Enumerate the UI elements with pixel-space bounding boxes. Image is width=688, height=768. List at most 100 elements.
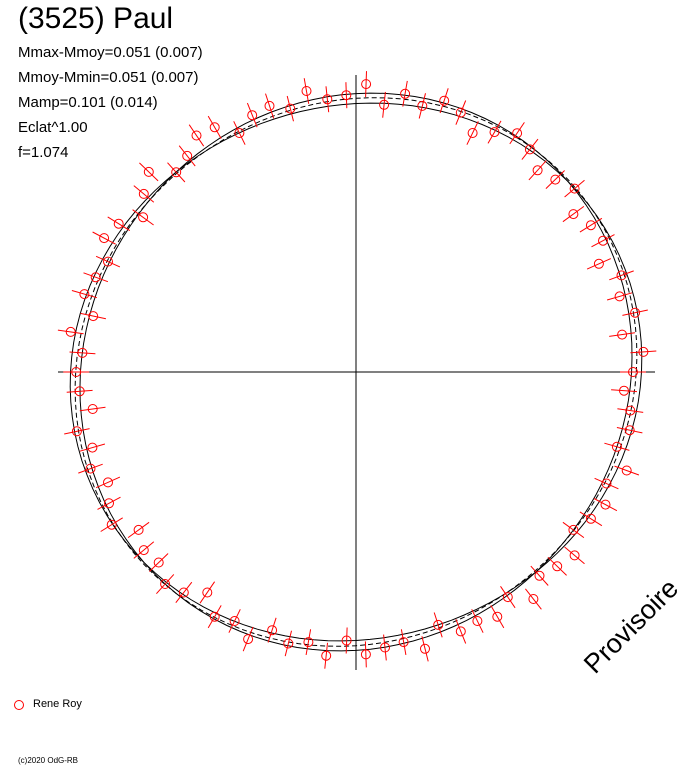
data-point	[593, 498, 618, 512]
data-point	[604, 441, 630, 452]
data-point	[167, 162, 186, 183]
error-bar	[439, 88, 449, 114]
data-point	[79, 404, 106, 414]
data-point	[233, 121, 246, 145]
chart-title: (3525) Paul	[18, 2, 174, 35]
point-marker	[616, 270, 627, 281]
data-point	[591, 234, 615, 248]
error-bar	[616, 427, 643, 434]
data-point	[57, 326, 84, 337]
data-point	[361, 71, 372, 98]
point-marker	[433, 619, 444, 630]
error-bar	[284, 630, 292, 657]
data-point	[100, 517, 123, 532]
error-bar	[57, 329, 84, 335]
error-bar	[591, 234, 615, 248]
point-marker	[113, 218, 124, 229]
data-point	[228, 609, 241, 633]
error-bar	[593, 498, 618, 512]
error-bar	[127, 521, 150, 539]
data-point	[545, 170, 565, 189]
error-bar	[95, 476, 121, 489]
point-marker	[79, 289, 90, 300]
data-point	[586, 258, 612, 270]
data-point	[188, 124, 205, 147]
data-point	[594, 477, 619, 490]
error-bar	[139, 162, 159, 182]
data-point	[79, 442, 106, 453]
error-bar	[521, 138, 539, 160]
point-marker	[455, 626, 466, 637]
data-point	[620, 367, 646, 377]
point-marker	[492, 611, 503, 622]
data-point	[207, 115, 222, 139]
error-bar	[133, 185, 155, 203]
error-bar	[382, 91, 386, 118]
point-marker	[624, 425, 635, 436]
error-bar	[466, 121, 479, 145]
error-bar	[107, 216, 131, 232]
error-bar	[156, 574, 175, 595]
point-marker	[439, 95, 450, 106]
error-bar	[617, 408, 644, 413]
data-point	[630, 346, 657, 357]
data-point	[156, 574, 175, 595]
point-marker	[472, 616, 483, 626]
point-marker	[600, 499, 611, 510]
data-point	[547, 556, 567, 576]
point-marker	[71, 426, 82, 437]
error-bar	[586, 258, 612, 270]
error-bar	[579, 511, 603, 527]
point-marker	[182, 150, 193, 161]
error-bar	[528, 160, 547, 181]
point-marker	[104, 498, 114, 509]
data-point	[64, 426, 90, 437]
point-marker	[630, 307, 641, 318]
error-bar	[83, 272, 109, 283]
error-bar	[199, 581, 216, 604]
error-bar	[579, 217, 603, 233]
error-bar	[267, 617, 277, 643]
point-marker	[267, 625, 278, 636]
point-marker	[619, 385, 629, 396]
error-bar	[609, 270, 634, 281]
data-point	[487, 120, 502, 144]
point-marker	[202, 587, 213, 598]
error-bar	[455, 619, 467, 644]
data-point	[439, 88, 450, 114]
data-point	[564, 546, 585, 565]
copyright-notice: (c)2020 OdG-RB	[18, 756, 79, 765]
point-marker	[87, 404, 98, 414]
point-marker	[379, 99, 390, 110]
data-point	[379, 91, 390, 118]
data-point	[246, 102, 258, 128]
error-bar	[614, 465, 640, 476]
point-marker	[65, 326, 76, 337]
point-marker	[229, 616, 240, 626]
error-bar	[383, 634, 387, 661]
data-point	[360, 641, 371, 668]
point-marker	[138, 188, 149, 199]
point-marker	[568, 524, 579, 535]
error-bar	[303, 78, 310, 104]
point-marker	[552, 561, 563, 572]
error-bar	[188, 124, 205, 147]
error-bar	[95, 255, 121, 268]
point-marker	[322, 94, 333, 105]
error-bar	[175, 581, 193, 604]
point-marker	[74, 386, 85, 397]
point-marker	[361, 79, 372, 90]
point-marker	[103, 256, 113, 267]
point-marker	[569, 550, 580, 561]
error-bar	[487, 120, 502, 144]
point-marker	[400, 88, 411, 99]
error-bar	[547, 556, 567, 576]
data-point	[417, 93, 428, 119]
point-marker	[621, 465, 632, 476]
data-point	[242, 626, 254, 652]
error-bar	[69, 351, 96, 355]
data-point	[562, 521, 585, 539]
point-marker	[593, 258, 604, 269]
error-bar	[286, 95, 294, 122]
